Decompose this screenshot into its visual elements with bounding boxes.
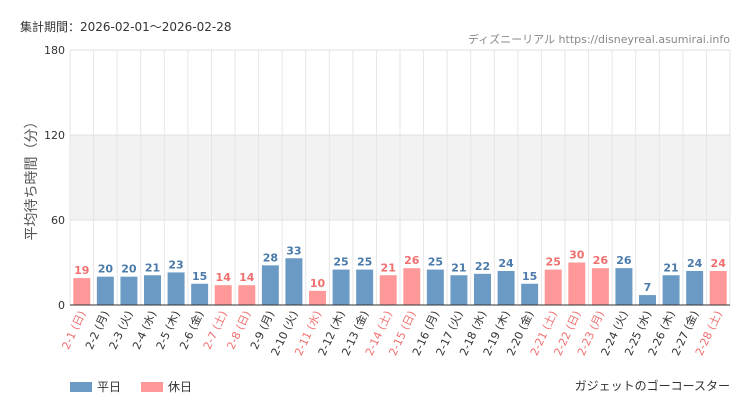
bar (120, 276, 138, 305)
bar (356, 269, 374, 305)
bar (662, 275, 680, 305)
bar (144, 275, 161, 305)
bar (568, 262, 586, 305)
y-tick-label: 120 (44, 129, 65, 142)
bar (497, 271, 515, 305)
data-label: 22 (475, 260, 490, 273)
legend-swatch-weekend (141, 381, 164, 392)
data-label: 25 (357, 256, 372, 269)
bar (426, 269, 444, 305)
data-label: 20 (98, 263, 114, 276)
legend-swatch-weekday (70, 381, 92, 392)
data-label: 20 (121, 263, 137, 276)
bar (214, 285, 232, 305)
source-label: ディズニーリアル https://disneyreal.asumirai.inf… (467, 33, 730, 46)
bar (332, 269, 350, 305)
y-tick-label: 180 (44, 44, 65, 57)
bar (615, 268, 633, 305)
data-label: 7 (644, 281, 652, 294)
bar (709, 271, 727, 305)
data-label: 24 (711, 257, 727, 270)
y-tick-label: 60 (51, 214, 65, 227)
grid (69, 49, 731, 306)
data-label: 26 (593, 254, 609, 267)
data-label: 25 (428, 256, 443, 269)
legend: 平日 休日 (70, 378, 192, 395)
bar (285, 258, 303, 305)
bars: 19 20 20 21 23 15 14 14 28 33 10 25 25 21 26 25 21 22 24 15… (73, 244, 727, 305)
bar (309, 290, 326, 305)
data-label: 14 (216, 271, 232, 284)
data-label: 33 (286, 244, 301, 257)
data-label: 26 (404, 254, 420, 267)
legend-label-weekday: 平日 (97, 380, 122, 394)
bar (686, 271, 704, 305)
data-label: 15 (192, 270, 207, 283)
data-label: 23 (168, 258, 183, 271)
bar (639, 295, 656, 305)
data-label: 25 (333, 256, 348, 269)
bar (521, 283, 539, 305)
data-label: 15 (522, 270, 537, 283)
bar (450, 275, 468, 305)
data-label: 21 (381, 261, 396, 274)
bar (261, 265, 279, 305)
data-label: 21 (451, 261, 466, 274)
bar (379, 275, 397, 305)
legend-item-weekend: 休日 (141, 378, 192, 395)
bar (544, 269, 562, 305)
bar (96, 276, 114, 305)
data-label: 25 (546, 256, 561, 269)
data-label: 24 (498, 257, 514, 270)
data-label: 19 (74, 264, 89, 277)
data-label: 26 (616, 254, 632, 267)
data-label: 21 (145, 261, 160, 274)
bar (591, 268, 609, 305)
bar (474, 273, 491, 305)
y-tick-label: 0 (58, 299, 65, 312)
bar (238, 285, 256, 305)
period-label: 集計期間：2026-02-01〜2026-02-28 (20, 20, 232, 34)
bar (73, 278, 91, 305)
attraction-name: ガジェットのゴーコースター (574, 379, 730, 393)
data-label: 28 (263, 251, 278, 264)
bar (403, 268, 421, 305)
data-label: 30 (569, 249, 585, 262)
data-label: 21 (663, 261, 678, 274)
bar (167, 272, 185, 305)
bar (191, 283, 209, 305)
data-label: 14 (239, 271, 255, 284)
y-axis-label: 平均待ち時間（分） (24, 115, 40, 241)
legend-label-weekend: 休日 (168, 380, 193, 394)
data-label: 10 (310, 277, 326, 290)
legend-item-weekday: 平日 (70, 378, 121, 395)
data-label: 24 (687, 257, 703, 270)
